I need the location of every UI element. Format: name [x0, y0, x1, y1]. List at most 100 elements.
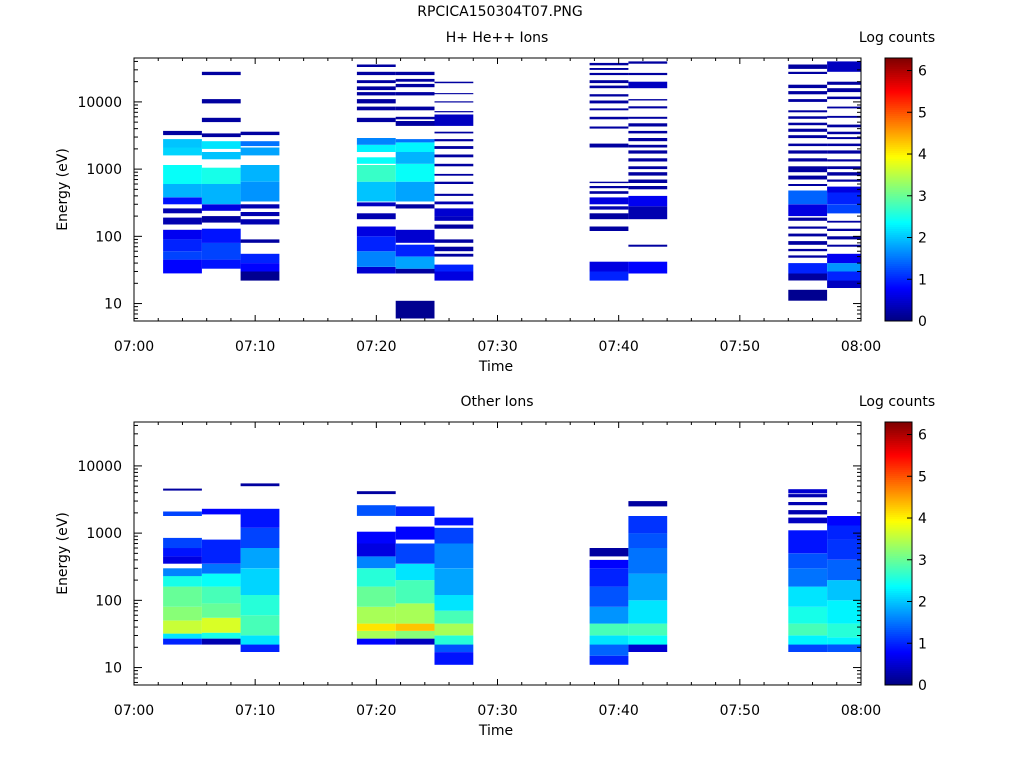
colorbar-swatch	[885, 107, 912, 110]
colorbar-swatch	[885, 314, 912, 318]
heatmap-cell	[240, 239, 280, 243]
heatmap-cell	[589, 186, 629, 189]
x-tick-label: 07:10	[235, 339, 275, 355]
heatmap-cell	[589, 62, 629, 66]
colorbar-swatch	[885, 257, 912, 260]
x-tick-label: 07:50	[720, 339, 760, 355]
x-axis-label: Time	[478, 359, 513, 375]
heatmap-cell	[788, 635, 828, 645]
colorbar-swatch	[885, 175, 912, 178]
heatmap-cells	[163, 61, 861, 319]
colorbar: 0 1 2 3 4 5 6	[884, 57, 927, 330]
colorbar-swatch	[885, 212, 912, 215]
colorbar-swatch	[885, 458, 912, 462]
heatmap-cell	[201, 184, 241, 205]
heatmap-cell	[827, 172, 861, 176]
heatmap-cell	[356, 226, 396, 237]
colorbar-swatch	[885, 249, 912, 252]
colorbar-swatch	[885, 187, 912, 190]
panel-h-he-ions: H+ He++ Ions Energy (eV) Time Log counts…	[55, 30, 935, 375]
colorbar-swatch	[885, 422, 912, 425]
heatmap-cell	[628, 172, 668, 176]
colorbar-swatch	[885, 164, 912, 168]
colorbar-swatch	[885, 117, 912, 121]
heatmap-cell	[788, 91, 828, 95]
colorbar-swatch	[885, 197, 912, 201]
colorbar-swatch	[885, 662, 912, 665]
heatmap-cell	[201, 603, 241, 618]
colorbar-swatch	[885, 146, 912, 149]
colorbar-swatch	[885, 273, 912, 277]
colorbar-swatch	[885, 318, 912, 322]
heatmap-cell	[201, 632, 241, 639]
colorbar-swatch	[885, 565, 912, 569]
heatmap-cell	[788, 553, 828, 569]
colorbar-swatch	[885, 281, 912, 285]
colorbar-swatch	[885, 179, 912, 182]
colorbar-swatch	[885, 80, 912, 84]
heatmap-cell	[356, 543, 396, 557]
colorbar-swatch	[885, 508, 912, 511]
heatmap-cell	[356, 138, 396, 145]
colorbar-swatch	[885, 160, 912, 164]
heatmap-cell	[395, 71, 435, 76]
heatmap-cell	[628, 72, 668, 76]
panel-title: Other Ions	[460, 394, 533, 410]
heatmap-cell	[356, 213, 396, 220]
colorbar-swatch	[885, 586, 912, 589]
y-tick-label: 10	[104, 661, 122, 677]
heatmap-cell	[628, 206, 668, 220]
colorbar-swatch	[885, 514, 912, 518]
heatmap-cell	[589, 548, 629, 557]
heatmap-cell	[589, 68, 629, 70]
heatmap-cell	[628, 573, 668, 601]
heatmap-cell	[788, 128, 828, 132]
heatmap-cell	[628, 548, 668, 574]
heatmap-cell	[163, 556, 202, 564]
heatmap-cell	[628, 644, 668, 652]
colorbar-swatch	[885, 185, 912, 188]
colorbar-tick-label: 2	[918, 231, 927, 247]
heatmap-cell	[589, 72, 629, 76]
heatmap-cell	[827, 159, 861, 162]
colorbar-swatch	[885, 446, 912, 450]
colorbar-swatch	[885, 294, 912, 297]
colorbar-swatch	[885, 269, 912, 273]
colorbar-swatch	[885, 168, 912, 172]
heatmap-cell	[356, 80, 396, 84]
x-tick-label: 07:40	[598, 339, 638, 355]
colorbar-swatch	[885, 131, 912, 135]
heatmap-cell	[356, 157, 396, 164]
colorbar-swatch	[885, 199, 912, 203]
colorbar-swatch	[885, 526, 912, 530]
heatmap-cell	[628, 99, 668, 101]
heatmap-cell	[827, 644, 861, 652]
heatmap-cell	[356, 623, 396, 631]
heatmap-cell	[240, 181, 280, 202]
heatmap-cell	[434, 595, 474, 611]
colorbar-swatch	[885, 633, 912, 637]
colorbar-swatch	[885, 191, 912, 195]
heatmap-cell	[788, 71, 828, 74]
heatmap-cell	[395, 623, 435, 631]
colorbar-swatch	[885, 109, 912, 112]
heatmap-cell	[827, 244, 861, 247]
colorbar-tick-label: 4	[918, 511, 927, 527]
heatmap-cell	[827, 236, 861, 240]
colorbar-swatch	[885, 596, 912, 600]
heatmap-cell	[395, 92, 435, 96]
colorbar-swatch	[885, 539, 912, 542]
heatmap-cell	[788, 166, 828, 173]
colorbar-swatch	[885, 203, 912, 207]
heatmap-cell	[434, 146, 474, 149]
heatmap-cell	[434, 224, 474, 229]
colorbar-swatch	[885, 238, 912, 242]
x-tick-label: 07:20	[356, 703, 396, 719]
heatmap-cell	[163, 620, 202, 634]
x-tick-label: 07:00	[114, 339, 154, 355]
y-axis-label: Energy (eV)	[55, 512, 71, 595]
colorbar-swatch	[885, 477, 912, 481]
heatmap-cell	[434, 568, 474, 595]
colorbar-swatch	[885, 438, 912, 441]
colorbar-swatch	[885, 436, 912, 439]
